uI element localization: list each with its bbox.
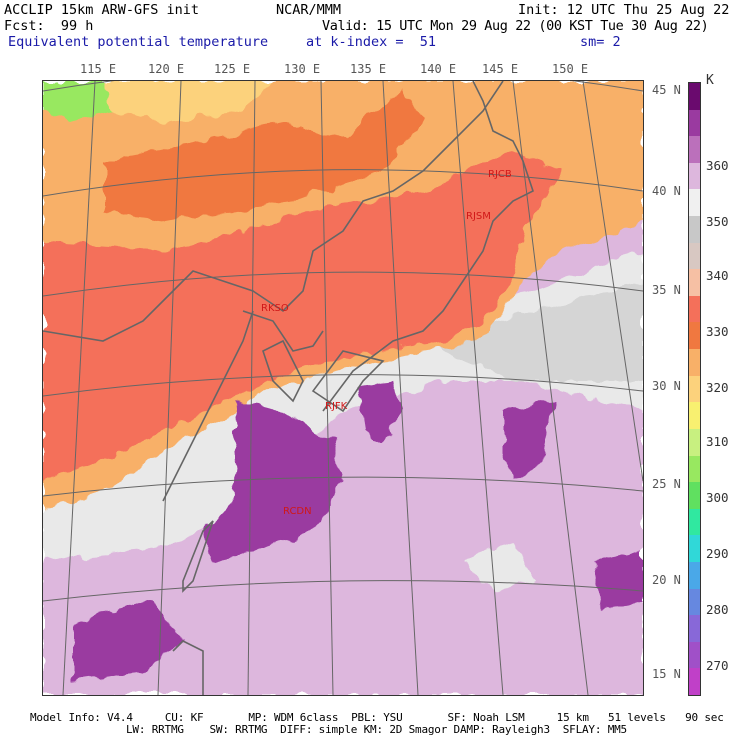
station-rjfk: RJFK <box>325 401 348 412</box>
colorbar-swatch <box>689 535 700 563</box>
colorbar-swatch <box>689 83 700 111</box>
model-info-line1: Model Info: V4.4 CU: KF MP: WDM 6class P… <box>30 711 724 724</box>
colorbar-swatch <box>689 508 700 536</box>
colorbar-label: 340 <box>706 268 729 283</box>
colorbar-swatch <box>689 242 700 270</box>
colorbar-swatch <box>689 375 700 403</box>
colorbar-swatch <box>689 428 700 456</box>
lon-label: 135 E <box>350 62 387 76</box>
product-title: ACCLIP 15km ARW-GFS init <box>4 2 200 18</box>
coastlines <box>43 81 534 695</box>
field-name: Equivalent potential temperature <box>8 34 269 50</box>
colorbar-swatch <box>689 641 700 669</box>
colorbar-swatch <box>689 402 700 430</box>
forecast-hour: Fcst: 99 h <box>4 18 94 34</box>
colorbar-swatch <box>689 162 700 190</box>
colorbar-swatch <box>689 109 700 137</box>
colorbar-swatch <box>689 561 700 590</box>
lon-label: 150 E <box>552 62 589 76</box>
lon-label: 130 E <box>284 62 321 76</box>
map-field <box>43 81 643 695</box>
colorbar-label: 360 <box>706 158 729 173</box>
model-info-line2: LW: RRTMG SW: RRTMG DIFF: simple KM: 2D … <box>126 723 627 736</box>
graticule <box>43 81 643 695</box>
colorbar-swatch <box>689 615 700 643</box>
level-info: at k-index = 51 <box>306 34 437 50</box>
lat-label: 40 N <box>652 184 681 198</box>
colorbar-swatch <box>689 455 700 483</box>
lat-label: 25 N <box>652 477 681 491</box>
valid-time: Valid: 15 UTC Mon 29 Aug 22 (00 KST Tue … <box>322 18 709 34</box>
colorbar-swatch <box>689 482 700 510</box>
station-rjcb: RJCB <box>488 169 512 180</box>
field-region-purple-se <box>593 551 643 611</box>
colorbar-swatch <box>689 136 700 164</box>
init-time: Init: 12 UTC Thu 25 Aug 22 <box>518 2 730 18</box>
field-region-yellow <box>103 81 273 121</box>
field-region-purple-sw <box>73 601 183 681</box>
field-region-purple-far-east <box>503 401 553 481</box>
colorbar-label: 320 <box>706 380 729 395</box>
lat-label: 45 N <box>652 83 681 97</box>
lat-label: 20 N <box>652 573 681 587</box>
lon-label: 140 E <box>420 62 457 76</box>
field-region-red <box>43 151 563 481</box>
station-rcdn: RCDN <box>283 506 312 517</box>
colorbar-label: 270 <box>706 658 729 673</box>
colorbar-swatch <box>689 349 700 377</box>
field-region-purple-east <box>358 381 403 441</box>
station-rkso: RKSO <box>261 303 289 314</box>
colorbar-label: 350 <box>706 214 729 229</box>
map-panel: RJCB RJSM RKSO RJFK RCDN <box>42 80 644 696</box>
colorbar-label: 290 <box>706 546 729 561</box>
lon-label: 145 E <box>482 62 519 76</box>
colorbar-swatch <box>689 322 700 350</box>
colorbar-label: 300 <box>706 490 729 505</box>
lat-label: 30 N <box>652 379 681 393</box>
colorbar-label: 330 <box>706 324 729 339</box>
station-rjsm: RJSM <box>466 211 491 222</box>
colorbar <box>688 82 701 696</box>
colorbar-label: 310 <box>706 434 729 449</box>
colorbar-swatch <box>689 189 700 217</box>
lon-label: 115 E <box>80 62 117 76</box>
colorbar-swatch <box>689 295 700 323</box>
field-region-light-grey-south <box>463 541 533 591</box>
colorbar-swatch <box>689 668 700 696</box>
lat-label: 35 N <box>652 283 681 297</box>
colorbar-unit: K <box>706 73 714 88</box>
source-label: NCAR/MMM <box>276 2 342 18</box>
field-region-orange <box>103 91 423 221</box>
colorbar-swatch <box>689 269 700 297</box>
field-region-orange-ne <box>483 81 643 171</box>
smoothing-info: sm= 2 <box>580 34 621 50</box>
lat-label: 15 N <box>652 667 681 681</box>
lon-label: 125 E <box>214 62 251 76</box>
colorbar-swatch <box>689 216 700 244</box>
field-region-grey <box>423 281 643 381</box>
colorbar-label: 280 <box>706 602 729 617</box>
lon-label: 120 E <box>148 62 185 76</box>
field-region-purple-center <box>203 401 343 561</box>
colorbar-swatch <box>689 588 700 616</box>
